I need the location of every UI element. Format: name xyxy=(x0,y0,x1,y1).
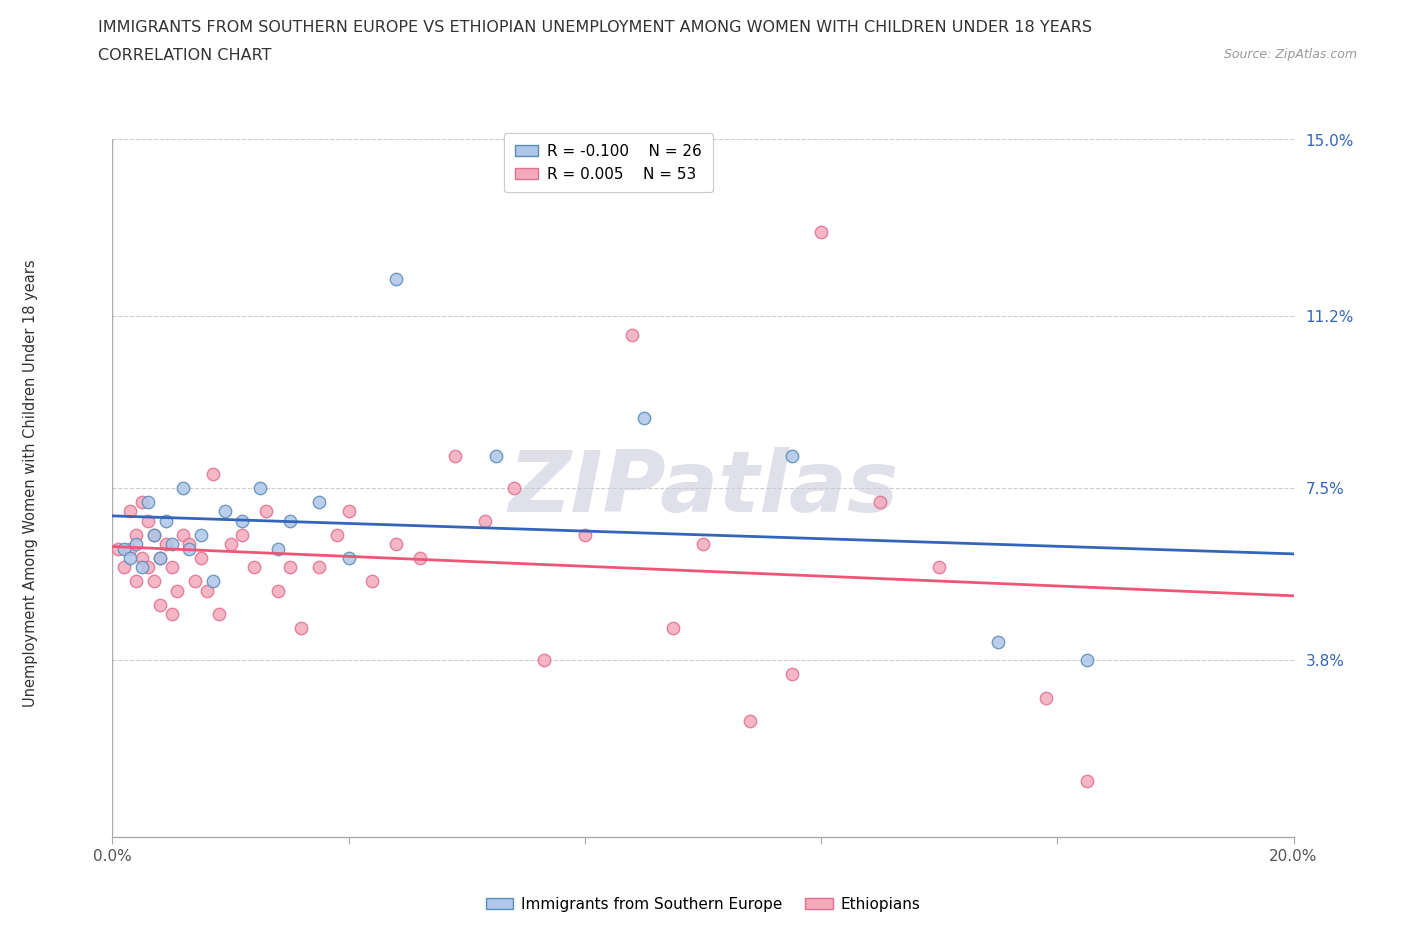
Text: CORRELATION CHART: CORRELATION CHART xyxy=(98,48,271,63)
Point xyxy=(160,537,183,551)
Point xyxy=(385,537,408,551)
Point xyxy=(337,504,360,519)
Point xyxy=(308,495,330,510)
Point xyxy=(662,620,685,635)
Point xyxy=(308,560,330,575)
Point xyxy=(142,527,165,542)
Point xyxy=(1035,690,1057,705)
Point xyxy=(740,713,762,728)
Legend: Immigrants from Southern Europe, Ethiopians: Immigrants from Southern Europe, Ethiopi… xyxy=(479,891,927,918)
Point xyxy=(112,541,135,556)
Point xyxy=(267,541,290,556)
Text: Unemployment Among Women with Children Under 18 years: Unemployment Among Women with Children U… xyxy=(24,259,38,708)
Point xyxy=(219,537,242,551)
Point xyxy=(136,513,159,528)
Point xyxy=(267,583,290,598)
Text: IMMIGRANTS FROM SOUTHERN EUROPE VS ETHIOPIAN UNEMPLOYMENT AMONG WOMEN WITH CHILD: IMMIGRANTS FROM SOUTHERN EUROPE VS ETHIO… xyxy=(98,20,1092,35)
Point xyxy=(179,541,201,556)
Point xyxy=(172,527,194,542)
Legend: R = -0.100    N = 26, R = 0.005    N = 53: R = -0.100 N = 26, R = 0.005 N = 53 xyxy=(505,133,713,193)
Point xyxy=(485,448,508,463)
Point xyxy=(160,560,183,575)
Point xyxy=(172,481,194,496)
Point xyxy=(243,560,266,575)
Point xyxy=(780,667,803,682)
Point xyxy=(120,504,142,519)
Point xyxy=(125,574,148,589)
Point xyxy=(1076,653,1098,668)
Point xyxy=(155,537,177,551)
Text: ZIPatlas: ZIPatlas xyxy=(508,446,898,530)
Point xyxy=(149,551,172,565)
Point xyxy=(928,560,950,575)
Point xyxy=(633,411,655,426)
Point xyxy=(136,495,159,510)
Point xyxy=(155,513,177,528)
Point xyxy=(987,634,1010,649)
Point xyxy=(149,551,172,565)
Point xyxy=(326,527,349,542)
Point xyxy=(131,495,153,510)
Point xyxy=(231,527,253,542)
Point xyxy=(337,551,360,565)
Point xyxy=(179,537,201,551)
Point xyxy=(444,448,467,463)
Point xyxy=(190,551,212,565)
Point xyxy=(120,551,142,565)
Point xyxy=(290,620,312,635)
Point xyxy=(869,495,891,510)
Point xyxy=(692,537,714,551)
Point xyxy=(190,527,212,542)
Point xyxy=(107,541,129,556)
Point xyxy=(254,504,277,519)
Point xyxy=(142,527,165,542)
Point xyxy=(278,560,301,575)
Point xyxy=(120,541,142,556)
Point xyxy=(249,481,271,496)
Point xyxy=(385,272,408,286)
Point xyxy=(125,527,148,542)
Point xyxy=(474,513,496,528)
Point xyxy=(621,327,644,342)
Point xyxy=(201,574,224,589)
Point xyxy=(533,653,555,668)
Point xyxy=(214,504,236,519)
Point xyxy=(142,574,165,589)
Point xyxy=(166,583,188,598)
Point xyxy=(195,583,218,598)
Point xyxy=(201,467,224,482)
Point xyxy=(574,527,596,542)
Point xyxy=(131,560,153,575)
Point xyxy=(160,606,183,621)
Point xyxy=(131,551,153,565)
Point xyxy=(231,513,253,528)
Point xyxy=(278,513,301,528)
Point xyxy=(136,560,159,575)
Point xyxy=(780,448,803,463)
Point xyxy=(125,537,148,551)
Point xyxy=(112,560,135,575)
Point xyxy=(1076,774,1098,789)
Point xyxy=(503,481,526,496)
Point xyxy=(208,606,231,621)
Point xyxy=(361,574,384,589)
Point xyxy=(149,597,172,612)
Point xyxy=(184,574,207,589)
Text: Source: ZipAtlas.com: Source: ZipAtlas.com xyxy=(1223,48,1357,61)
Point xyxy=(810,225,832,240)
Point xyxy=(408,551,430,565)
